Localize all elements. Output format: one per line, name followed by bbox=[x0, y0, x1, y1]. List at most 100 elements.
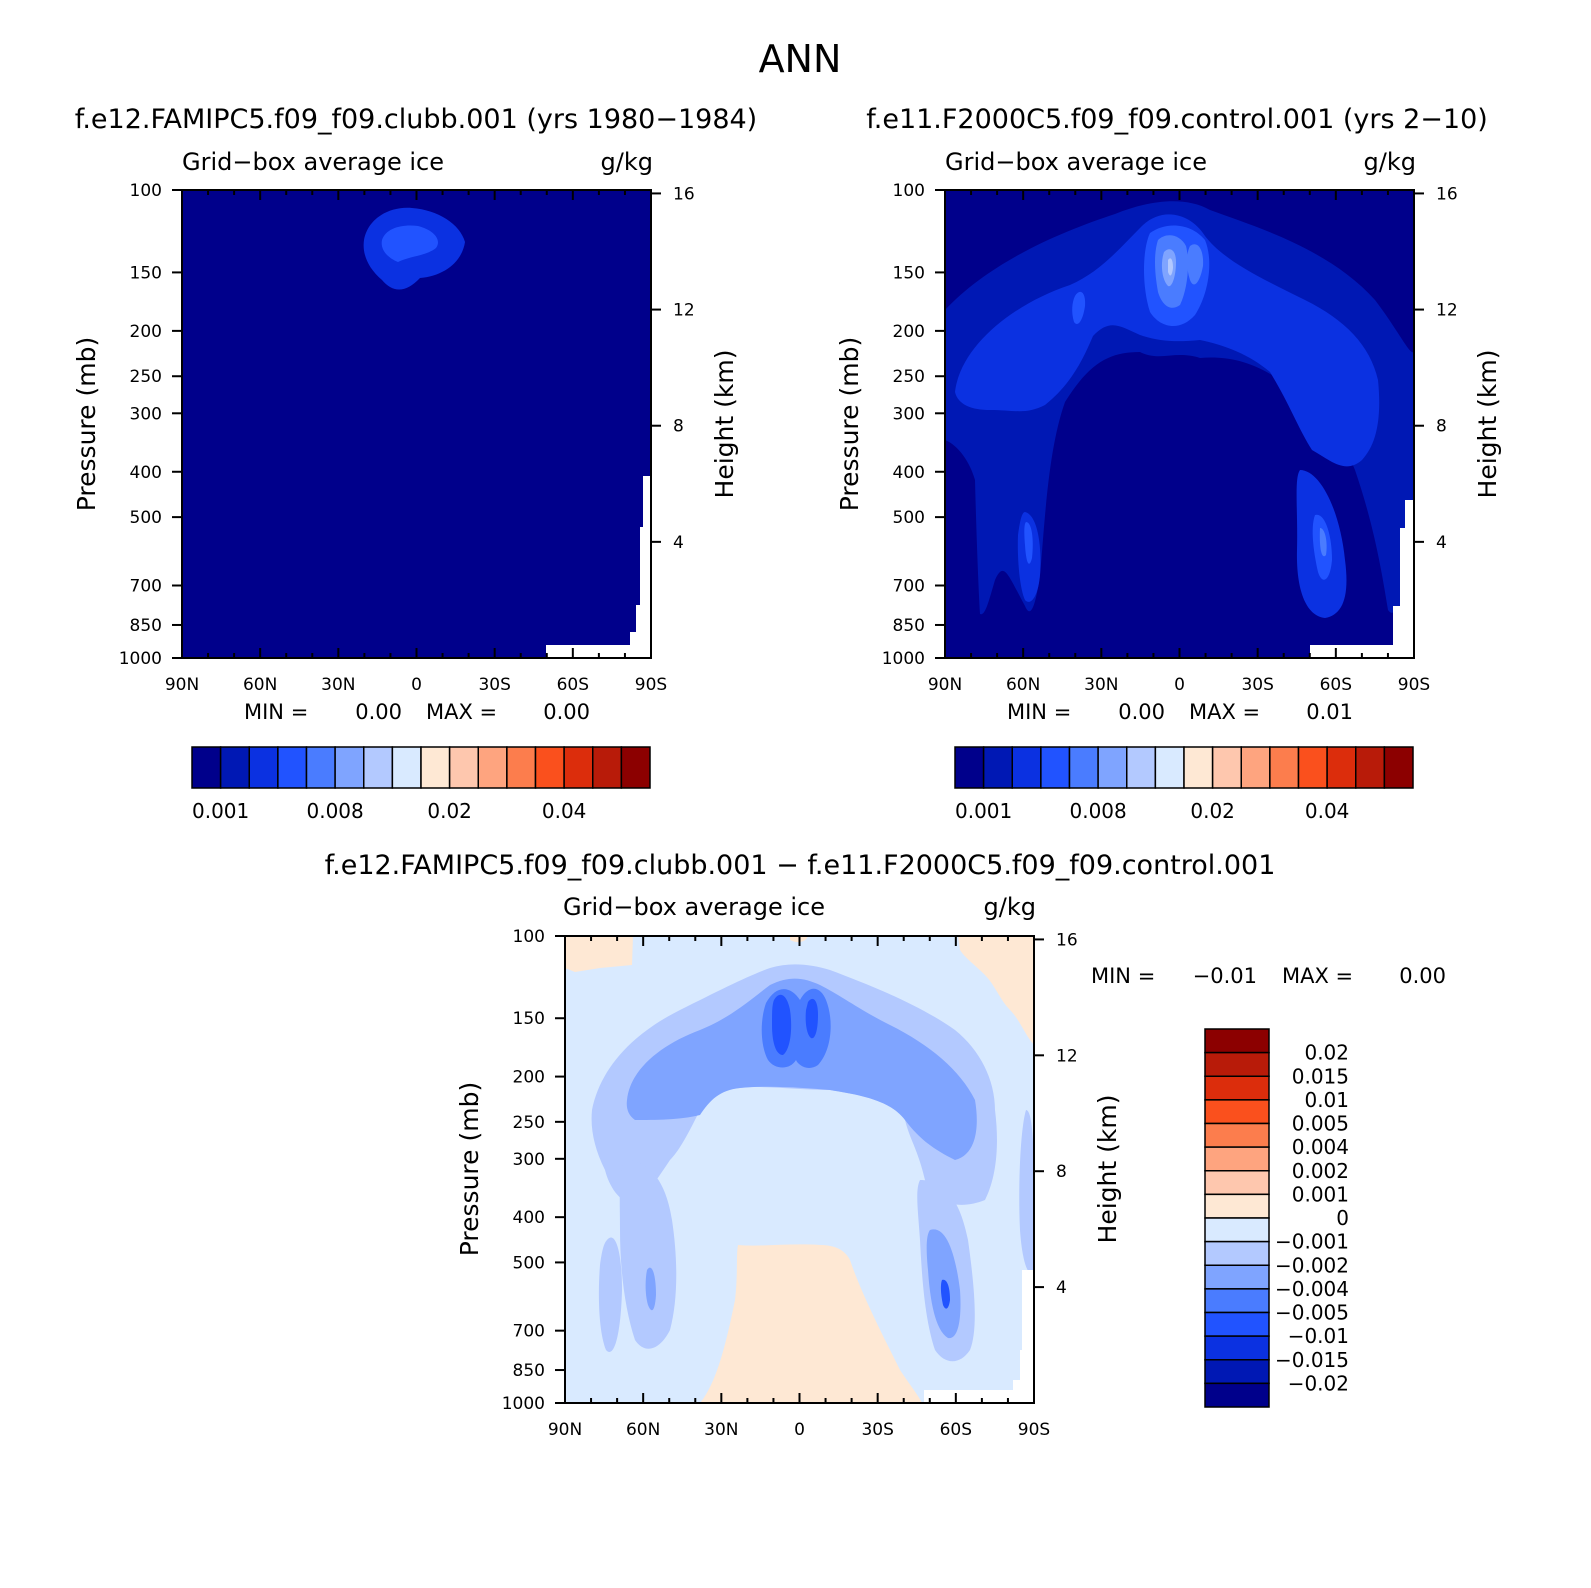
colorbar-label: 0.01 bbox=[1304, 1088, 1349, 1112]
ytick-label: 150 bbox=[513, 1009, 545, 1029]
diff-arch-mid bbox=[626, 978, 977, 1160]
colorbar-label: 0.001 bbox=[1292, 1182, 1349, 1206]
panel-clubb-ylabels: 100 150 200 250 300 400 500 700 850 1000 bbox=[119, 181, 162, 669]
y2tick-label: 12 bbox=[673, 301, 695, 321]
xtick-label: 30N bbox=[704, 1420, 738, 1440]
colorbar-box bbox=[1097, 746, 1128, 789]
xtick-label: 90S bbox=[1398, 675, 1430, 695]
colorbar-box bbox=[1204, 1075, 1270, 1101]
colorbar-box bbox=[954, 746, 985, 789]
colorbar-box bbox=[1204, 1146, 1270, 1172]
ytick-label: 700 bbox=[130, 577, 162, 597]
colorbar-label: −0.015 bbox=[1275, 1348, 1349, 1372]
colorbar-box bbox=[1204, 1288, 1270, 1314]
panel-clubb-colorbar-labels: 0.001 0.008 0.02 0.04 bbox=[192, 799, 586, 823]
colorbar-box bbox=[506, 746, 537, 789]
ytick-label: 500 bbox=[513, 1253, 545, 1273]
figure-title: ANN bbox=[759, 37, 842, 81]
panel-clubb: f.e12.FAMIPC5.f09_f09.clubb.001 (yrs 198… bbox=[72, 104, 757, 823]
panel-control-min-value: 0.00 bbox=[1118, 700, 1165, 724]
panel-clubb-xlabels: 90N 60N 30N 0 30S 60S 90S bbox=[165, 675, 667, 695]
colorbar-label: −0.01 bbox=[1288, 1324, 1349, 1348]
y2tick-label: 8 bbox=[673, 417, 684, 437]
xtick-label: 30S bbox=[861, 1420, 893, 1440]
panel-clubb-ylabel: Pressure (mb) bbox=[72, 337, 101, 511]
colorbar-box bbox=[363, 746, 394, 789]
panel-clubb-max-label: MAX = bbox=[426, 700, 497, 724]
colorbar-label: 0.04 bbox=[542, 799, 587, 823]
xtick-label: 60S bbox=[940, 1420, 972, 1440]
colorbar-label: −0.001 bbox=[1275, 1230, 1349, 1254]
colorbar-box bbox=[1355, 746, 1386, 789]
y2tick-label: 4 bbox=[1436, 533, 1447, 553]
panel-clubb-units: g/kg bbox=[601, 148, 653, 176]
panel-control-title: f.e11.F2000C5.f09_f09.control.001 (yrs 2… bbox=[866, 104, 1488, 135]
y2tick-label: 4 bbox=[1056, 1278, 1067, 1298]
colorbar-box bbox=[1204, 1382, 1270, 1408]
ytick-label: 300 bbox=[513, 1150, 545, 1170]
panel-difference-variable: Grid−box average ice bbox=[563, 893, 825, 921]
panel-control-ylabel: Pressure (mb) bbox=[835, 337, 864, 511]
control-missing-data-4 bbox=[1405, 500, 1414, 658]
colorbar-box bbox=[592, 746, 623, 789]
colorbar-box bbox=[334, 746, 365, 789]
panel-difference-y2label: Height (km) bbox=[1093, 1095, 1122, 1244]
ytick-label: 300 bbox=[130, 404, 162, 424]
ytick-label: 300 bbox=[893, 404, 925, 424]
xtick-label: 30S bbox=[478, 675, 510, 695]
panel-difference-units: g/kg bbox=[984, 893, 1036, 921]
ytick-label: 250 bbox=[513, 1113, 545, 1133]
colorbar-label: 0 bbox=[1336, 1206, 1349, 1230]
colorbar-label: 0.001 bbox=[955, 799, 1012, 823]
panel-clubb-variable: Grid−box average ice bbox=[182, 148, 444, 176]
colorbar-box bbox=[1068, 746, 1099, 789]
panel-difference-max-value: 0.00 bbox=[1399, 964, 1446, 988]
panel-control-colorbar bbox=[954, 746, 1414, 789]
xtick-label: 60N bbox=[1006, 675, 1040, 695]
diff-north-low-patch bbox=[598, 1237, 622, 1352]
colorbar-box bbox=[1011, 746, 1042, 789]
panel-clubb-max-value: 0.00 bbox=[543, 700, 590, 724]
y2tick-label: 4 bbox=[673, 533, 684, 553]
colorbar-box bbox=[1204, 1028, 1270, 1054]
colorbar-box bbox=[448, 746, 479, 789]
xtick-label: 0 bbox=[411, 675, 422, 695]
colorbar-box bbox=[1240, 746, 1271, 789]
colorbar-box bbox=[1204, 1240, 1270, 1266]
panel-difference-max-label: MAX = bbox=[1282, 964, 1353, 988]
colorbar-box bbox=[982, 746, 1013, 789]
colorbar-box bbox=[1204, 1122, 1270, 1148]
panel-clubb-ticks bbox=[172, 189, 661, 659]
xtick-label: 0 bbox=[794, 1420, 805, 1440]
panel-clubb-y2label: Height (km) bbox=[710, 350, 739, 499]
panel-control-xlabels: 90N 60N 30N 0 30S 60S 90S bbox=[928, 675, 1430, 695]
xtick-label: 60S bbox=[1320, 675, 1352, 695]
panel-control-min-label: MIN = bbox=[1007, 700, 1071, 724]
panel-control-max-value: 0.01 bbox=[1306, 700, 1353, 724]
xtick-label: 60S bbox=[557, 675, 589, 695]
colorbar-label: −0.004 bbox=[1275, 1277, 1349, 1301]
colorbar-box bbox=[620, 746, 651, 789]
ytick-label: 200 bbox=[893, 322, 925, 342]
ytick-label: 500 bbox=[130, 508, 162, 528]
y2tick-label: 8 bbox=[1056, 1162, 1067, 1182]
control-north-spot-low bbox=[1024, 522, 1033, 564]
colorbar-box bbox=[248, 746, 279, 789]
xtick-label: 30N bbox=[1084, 675, 1118, 695]
colorbar-box bbox=[1040, 746, 1071, 789]
colorbar-label: 0.015 bbox=[1292, 1064, 1349, 1088]
colorbar-box bbox=[1204, 1051, 1270, 1077]
colorbar-box bbox=[1204, 1170, 1270, 1196]
colorbar-box bbox=[1204, 1193, 1270, 1219]
diff-missing-data-1 bbox=[924, 1390, 1034, 1403]
panel-difference-ticks bbox=[555, 935, 1044, 1404]
y2tick-label: 12 bbox=[1056, 1046, 1078, 1066]
diff-north-column-mid bbox=[645, 1267, 656, 1311]
ytick-label: 150 bbox=[130, 263, 162, 283]
panel-control-max-label: MAX = bbox=[1189, 700, 1260, 724]
colorbar-box bbox=[1326, 746, 1357, 789]
colorbar-box bbox=[534, 746, 565, 789]
colorbar-label: 0.001 bbox=[192, 799, 249, 823]
y2tick-label: 16 bbox=[673, 184, 695, 204]
ytick-label: 850 bbox=[513, 1361, 545, 1381]
